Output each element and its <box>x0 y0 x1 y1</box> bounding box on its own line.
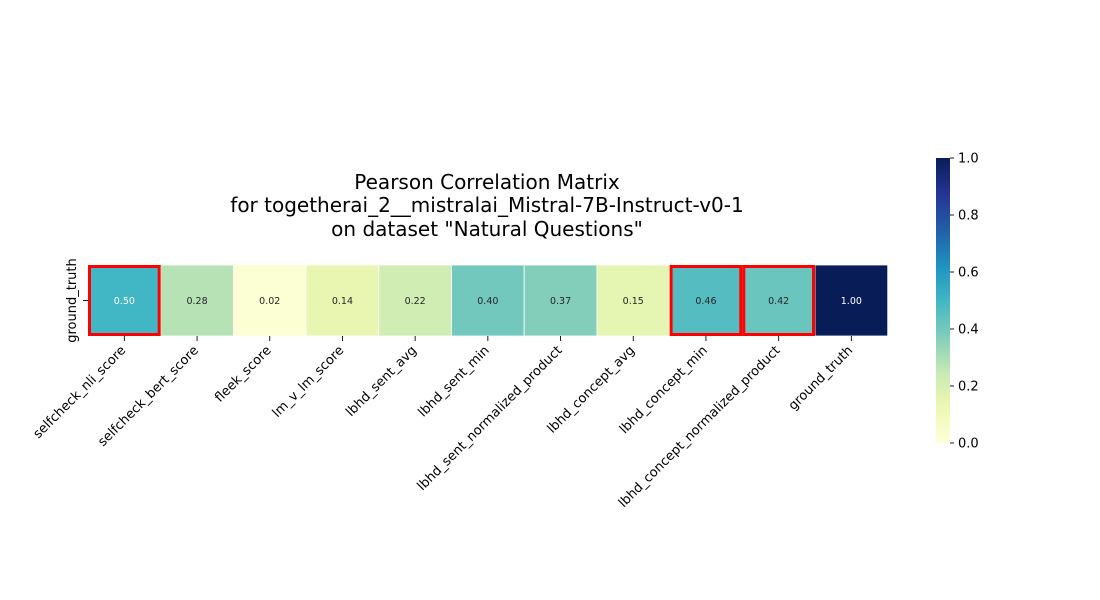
x-tick-label: lbhd_sent_min <box>416 343 493 420</box>
x-tick-label: lbhd_concept_normalized_product <box>616 343 784 511</box>
heatmap-cell <box>87 264 162 337</box>
cell-value-label: 1.00 <box>841 296 862 307</box>
heatmap-cell <box>305 264 380 337</box>
heatmap-cell <box>596 264 671 337</box>
cell-value-label: 0.50 <box>114 296 135 307</box>
cell-value-label: 0.02 <box>259 296 280 307</box>
colorbar-ticks: 0.0 0.2 0.4 0.6 0.8 1.0 <box>950 152 979 452</box>
chart-title-line-2: for togetherai_2__mistralai_Mistral-7B-I… <box>230 193 743 217</box>
heatmap-cell <box>741 264 816 337</box>
heatmap-cell <box>160 264 234 337</box>
x-tick-label: lbhd_sent_avg <box>343 343 420 420</box>
heatmap-cell <box>232 264 307 337</box>
heatmap-cells <box>87 264 889 337</box>
colorbar-tick-label: 0.2 <box>958 380 979 395</box>
colorbar-tick-label: 0.8 <box>958 209 979 224</box>
colorbar-tick-label: 0.4 <box>958 323 979 338</box>
cell-value-label: 0.22 <box>405 296 426 307</box>
cell-value-label: 0.46 <box>695 296 716 307</box>
highlight-box <box>669 265 743 336</box>
x-tick-label: lm_v_lm_score <box>270 343 348 421</box>
cell-value-label: 0.42 <box>768 296 789 307</box>
cell-value-label: 0.14 <box>332 296 353 307</box>
chart-title: Pearson Correlation Matrix for togethera… <box>230 170 743 241</box>
heatmap-cell <box>814 264 889 337</box>
y-axis: ground_truth <box>65 258 88 343</box>
heatmap-cell <box>451 264 525 337</box>
cell-value-label: 0.28 <box>186 296 207 307</box>
cell-value-label: 0.37 <box>550 296 571 307</box>
heatmap-cell-labels: 0.50 0.28 0.02 0.14 0.22 0.40 0.37 0.15 0.46 0.42… <box>114 296 862 307</box>
cell-value-label: 0.40 <box>477 296 498 307</box>
highlight-box <box>742 265 815 336</box>
heatmap-highlights <box>88 265 815 336</box>
colorbar-gradient <box>936 158 950 443</box>
x-tick-label: ground_truth <box>786 343 856 413</box>
highlight-box <box>88 265 161 336</box>
colorbar-tick-label: 0.0 <box>958 437 979 452</box>
colorbar: 0.0 0.2 0.4 0.6 0.8 1.0 <box>936 152 979 452</box>
cell-value-label: 0.15 <box>623 296 644 307</box>
x-tick-label: fleek_score <box>212 343 274 405</box>
y-tick-label: ground_truth <box>65 258 80 343</box>
heatmap-cell <box>378 264 452 337</box>
chart-title-line-3: on dataset "Natural Questions" <box>331 217 643 241</box>
colorbar-tick-label: 0.6 <box>958 266 979 281</box>
x-tick-label: lbhd_sent_normalized_product <box>415 343 566 494</box>
chart-title-line-1: Pearson Correlation Matrix <box>354 170 620 194</box>
colorbar-tick-label: 1.0 <box>958 152 979 167</box>
